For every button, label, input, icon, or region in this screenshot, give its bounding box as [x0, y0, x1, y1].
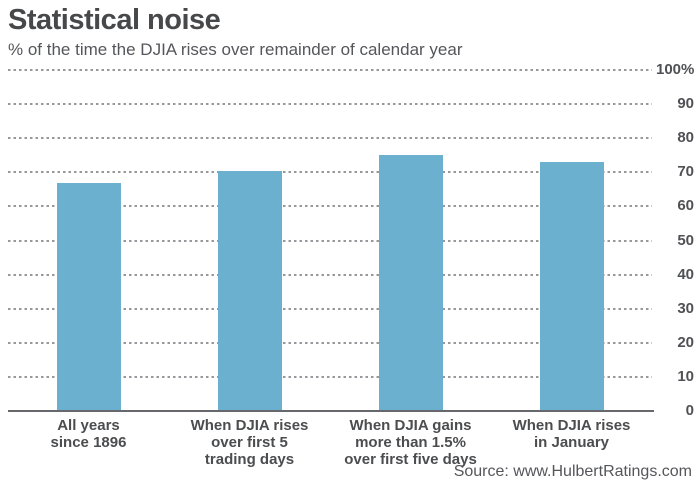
category-label-line: All years — [57, 417, 120, 434]
y-tick-label-30: 30 — [677, 299, 694, 317]
chart-subtitle: % of the time the DJIA rises over remain… — [8, 40, 463, 59]
bar-2 — [217, 170, 282, 411]
y-tick-label-50: 50 — [677, 231, 694, 249]
category-label-line: over first 5 — [211, 434, 288, 451]
chart-title: Statistical noise — [8, 4, 221, 36]
category-label-4: When DJIA rises in January — [487, 417, 657, 451]
gridline-50 — [8, 239, 652, 242]
category-label-line: since 1896 — [50, 434, 127, 451]
y-tick-label-90: 90 — [677, 95, 694, 113]
gridline-40 — [8, 273, 652, 276]
y-tick-label-100: 100% — [656, 61, 695, 78]
y-tick-label-80: 80 — [677, 129, 694, 147]
gridline-100 — [8, 69, 652, 71]
category-label-line: When DJIA rises — [190, 417, 309, 434]
category-label-line: When DJIA gains — [349, 417, 472, 434]
category-label-1: All years since 1896 — [4, 417, 174, 451]
x-axis-line — [8, 410, 654, 412]
category-label-line: more than 1.5% — [355, 434, 466, 451]
category-label-line: over first five days — [344, 451, 477, 468]
source-attribution: Source: www.HulbertRatings.com — [453, 463, 692, 480]
bar-4 — [539, 162, 604, 411]
gridline-10 — [8, 375, 652, 378]
gridline-20 — [8, 341, 652, 344]
gridline-90 — [8, 103, 652, 106]
category-label-2: When DJIA rises over first 5 trading days — [165, 417, 335, 468]
y-tick-label-0: 0 — [685, 402, 694, 419]
gridline-30 — [8, 307, 652, 310]
plot-area: 0 10 20 30 40 50 60 70 80 90 100% — [8, 61, 694, 419]
y-tick-label-20: 20 — [677, 333, 694, 351]
category-labels: All years since 1896 When DJIA rises over f… — [0, 417, 700, 471]
category-label-line: trading days — [204, 451, 295, 468]
category-label-line: When DJIA rises — [512, 417, 631, 434]
y-tick-label-10: 10 — [677, 367, 694, 385]
y-tick-label-40: 40 — [677, 265, 694, 283]
bar-3 — [378, 155, 443, 411]
y-tick-label-60: 60 — [677, 197, 694, 215]
category-label-line: in January — [533, 434, 610, 451]
bar-1 — [56, 182, 121, 411]
gridline-70 — [8, 171, 652, 174]
category-label-3: When DJIA gains more than 1.5% over first … — [326, 417, 496, 468]
y-tick-label-70: 70 — [677, 163, 694, 181]
gridline-80 — [8, 137, 652, 140]
gridline-60 — [8, 205, 652, 208]
